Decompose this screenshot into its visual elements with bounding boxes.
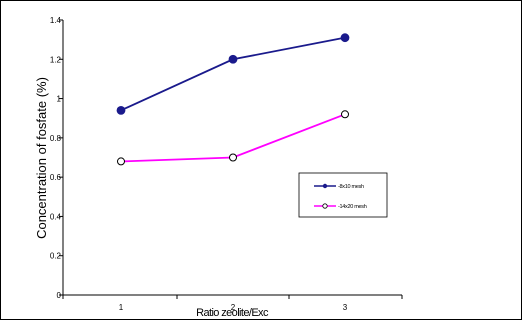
legend-box — [298, 172, 388, 218]
y-axis-title: Concentration of fosfate (%) — [34, 77, 49, 239]
data-point — [116, 105, 126, 115]
x-tick-label: 1 — [119, 303, 124, 312]
data-point — [340, 33, 350, 43]
legend: -8x10 mesh -14x20 mesh — [298, 172, 388, 218]
series-2 — [117, 110, 349, 166]
y-tick-label: 0.8 — [50, 134, 62, 143]
y-tick-label: 0.2 — [50, 252, 62, 261]
legend-marker — [322, 203, 328, 209]
x-axis-ticks: 1 2 3 — [62, 295, 403, 312]
y-tick-label: 1.2 — [50, 55, 62, 64]
data-point — [117, 157, 125, 166]
y-tick-label: 1 — [57, 95, 62, 104]
x-tick-label: 2 — [231, 303, 236, 312]
x-tick-label: 3 — [343, 303, 348, 312]
data-point — [228, 54, 238, 64]
y-tick-label: 1.4 — [50, 16, 62, 25]
series-layer — [116, 33, 350, 166]
legend-label: -14x20 mesh — [338, 204, 367, 210]
series-1 — [116, 33, 350, 115]
data-point — [229, 153, 237, 162]
y-tick-label: 0.6 — [50, 173, 62, 182]
y-tick-label: 0 — [57, 291, 62, 300]
y-axis-ticks: 0 0.2 0.4 0.6 0.8 1 1.2 1.4 — [50, 16, 63, 300]
legend-marker — [322, 183, 328, 189]
data-point — [341, 110, 349, 119]
legend-label: -8x10 mesh — [338, 184, 364, 190]
x-axis-title: Ratio zeolite/Exc — [196, 307, 269, 319]
y-tick-label: 0.4 — [50, 212, 62, 221]
